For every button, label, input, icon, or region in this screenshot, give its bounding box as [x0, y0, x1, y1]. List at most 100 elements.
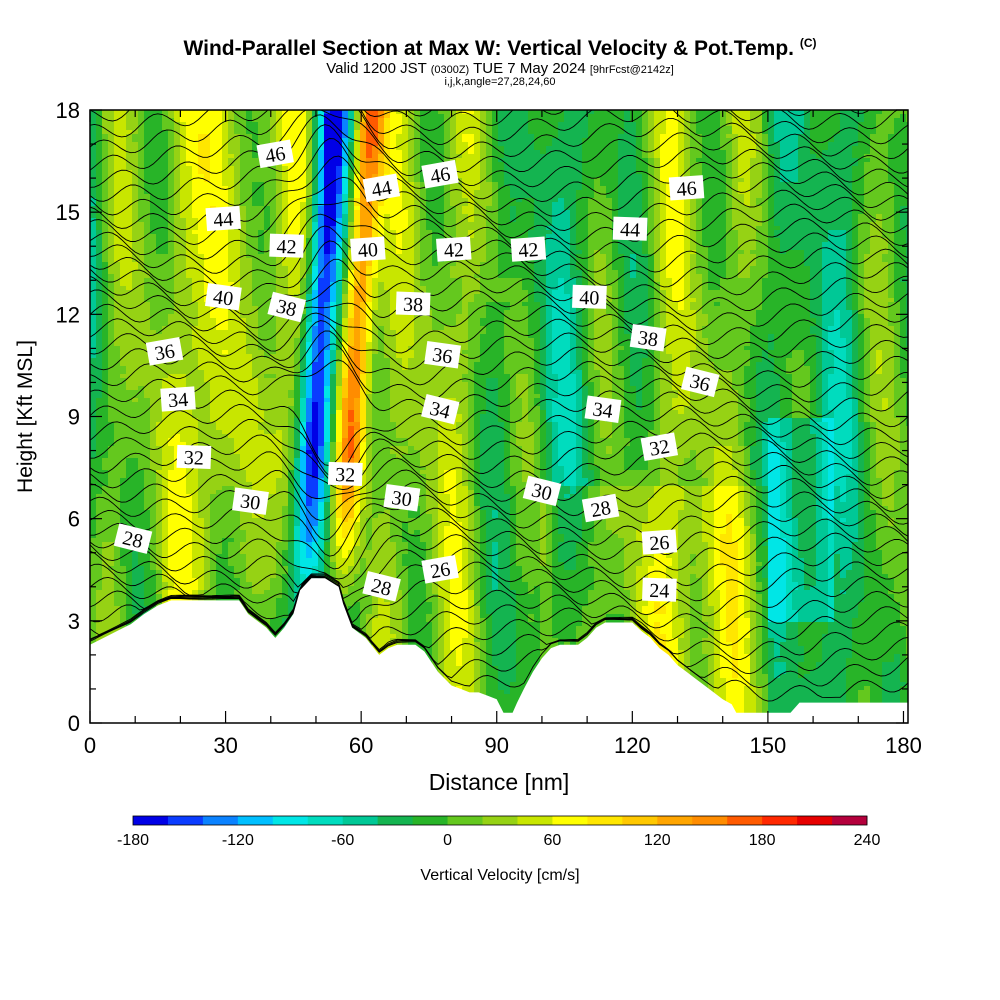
velocity-cell [132, 138, 139, 143]
velocity-cell [408, 218, 415, 223]
velocity-cell [720, 150, 727, 155]
velocity-cell [102, 186, 109, 191]
velocity-cell [306, 230, 313, 235]
velocity-cell [102, 150, 109, 155]
velocity-cell [198, 210, 205, 215]
velocity-cell [216, 130, 223, 135]
velocity-cell [258, 218, 265, 223]
velocity-cell [672, 162, 679, 167]
velocity-cell [444, 150, 451, 155]
velocity-cell [276, 174, 283, 179]
velocity-cell [180, 150, 187, 155]
velocity-cell [588, 130, 595, 135]
velocity-cell [762, 134, 769, 139]
velocity-cell [738, 194, 745, 199]
velocity-cell [462, 178, 469, 183]
velocity-cell [174, 162, 181, 167]
velocity-cell [186, 130, 193, 135]
velocity-cell [138, 154, 145, 159]
velocity-cell [126, 174, 133, 179]
velocity-cell [414, 238, 421, 243]
velocity-cell [492, 206, 499, 211]
velocity-cell [612, 174, 619, 179]
velocity-cell [762, 206, 769, 211]
velocity-cell [522, 130, 529, 135]
velocity-cell [462, 174, 469, 179]
velocity-cell [432, 226, 439, 231]
velocity-cell [378, 166, 385, 171]
velocity-cell [876, 134, 883, 139]
velocity-cell [504, 218, 511, 223]
velocity-cell [576, 246, 583, 251]
velocity-cell [294, 182, 301, 187]
velocity-cell [114, 218, 121, 223]
velocity-cell [450, 230, 457, 235]
velocity-cell [528, 122, 535, 127]
velocity-cell [486, 138, 493, 143]
velocity-cell [672, 246, 679, 251]
velocity-cell [480, 186, 487, 191]
velocity-cell [852, 154, 859, 159]
velocity-cell [630, 178, 637, 183]
velocity-cell [228, 150, 235, 155]
velocity-cell [210, 198, 217, 203]
velocity-cell [774, 118, 781, 123]
velocity-cell [336, 166, 343, 171]
velocity-cell [870, 202, 877, 207]
velocity-cell [534, 174, 541, 179]
velocity-cell [624, 150, 631, 155]
velocity-cell [432, 234, 439, 239]
velocity-cell [330, 162, 337, 167]
velocity-cell [816, 134, 823, 139]
velocity-cell [480, 246, 487, 251]
velocity-cell [732, 246, 739, 251]
velocity-cell [312, 146, 319, 151]
velocity-cell [174, 230, 181, 235]
velocity-cell [102, 162, 109, 167]
velocity-cell [138, 114, 145, 119]
velocity-cell [780, 114, 787, 119]
velocity-cell [558, 170, 565, 175]
velocity-cell [276, 166, 283, 171]
velocity-cell [156, 166, 163, 171]
velocity-cell [804, 246, 811, 251]
velocity-cell [438, 198, 445, 203]
velocity-cell [102, 134, 109, 139]
velocity-cell [690, 126, 697, 131]
velocity-cell [306, 174, 313, 179]
velocity-cell [876, 174, 883, 179]
velocity-cell [768, 206, 775, 211]
velocity-cell [594, 206, 601, 211]
velocity-cell [348, 114, 355, 119]
velocity-cell [744, 250, 751, 255]
velocity-cell [504, 190, 511, 195]
velocity-cell [840, 162, 847, 167]
velocity-cell [240, 250, 247, 255]
velocity-cell [858, 226, 865, 231]
velocity-cell [666, 170, 673, 175]
velocity-cell [900, 162, 907, 167]
velocity-cell [738, 214, 745, 219]
velocity-cell [534, 170, 541, 175]
velocity-cell [144, 154, 151, 159]
velocity-cell [606, 182, 613, 187]
velocity-cell [246, 154, 253, 159]
velocity-cell [336, 158, 343, 163]
velocity-cell [504, 158, 511, 163]
velocity-cell [888, 122, 895, 127]
velocity-cell [144, 222, 151, 227]
velocity-cell [534, 166, 541, 171]
velocity-cell [534, 230, 541, 235]
velocity-cell [246, 214, 253, 219]
velocity-cell [708, 218, 715, 223]
velocity-cell [432, 158, 439, 163]
velocity-cell [534, 142, 541, 147]
velocity-cell [360, 214, 367, 219]
velocity-cell [882, 206, 889, 211]
velocity-cell [480, 134, 487, 139]
velocity-cell [804, 250, 811, 255]
velocity-cell [588, 238, 595, 243]
velocity-cell [594, 218, 601, 223]
velocity-cell [870, 178, 877, 183]
velocity-cell [126, 190, 133, 195]
